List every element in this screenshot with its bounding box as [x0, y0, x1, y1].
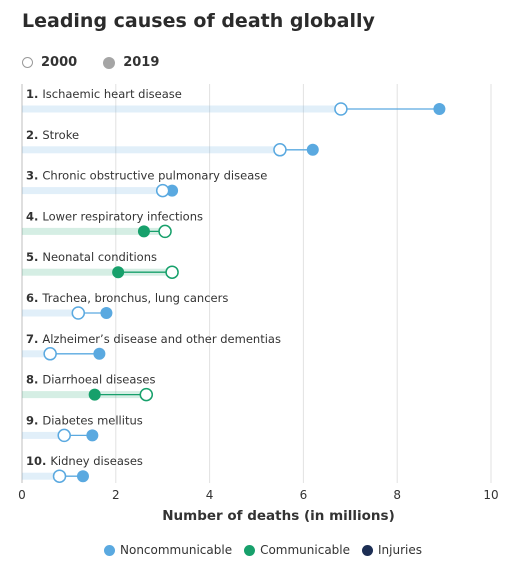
- baseline-band: [22, 227, 166, 235]
- point-2019: [100, 307, 113, 319]
- point-2000: [52, 469, 67, 483]
- year-legend: 2000 2019: [22, 55, 185, 70]
- baseline-band: [22, 431, 65, 439]
- point-2019: [93, 347, 106, 360]
- open-circle-icon: [22, 57, 33, 68]
- point-2019: [306, 143, 319, 156]
- category-legend: Noncommunicable Communicable Injuries: [104, 543, 434, 557]
- baseline-band: [22, 187, 163, 195]
- legend-item-communicable[interactable]: Communicable: [244, 543, 350, 557]
- point-2000: [158, 224, 172, 239]
- point-2019: [88, 388, 101, 401]
- point-2019: [166, 184, 179, 197]
- legend-label-injuries: Injuries: [378, 543, 423, 557]
- communicable-dot-icon: [244, 544, 256, 556]
- point-2019: [86, 429, 99, 442]
- point-2000: [165, 265, 179, 279]
- row-label: 4. Lower respiratory infections: [26, 209, 203, 223]
- legend-item-2019[interactable]: 2019: [103, 55, 159, 70]
- legend-label-communicable: Communicable: [260, 543, 351, 557]
- x-tick-label: 6: [300, 488, 308, 502]
- baseline-band: [22, 472, 60, 480]
- legend-item-noncommunicable[interactable]: Noncommunicable: [104, 543, 232, 557]
- point-2019: [112, 266, 125, 279]
- point-2019: [433, 103, 446, 115]
- point-2000: [43, 347, 57, 361]
- baseline-band: [22, 309, 79, 317]
- legend-label-2000: 2000: [41, 55, 78, 70]
- row-label: 1. Ischaemic heart disease: [26, 87, 182, 101]
- legend-label-noncommunicable: Noncommunicable: [120, 543, 233, 557]
- point-2000: [139, 387, 154, 402]
- baseline-band: [22, 268, 173, 276]
- x-tick-label: 4: [206, 488, 214, 502]
- noncommunicable-dot-icon: [104, 544, 115, 556]
- point-2019: [76, 470, 89, 483]
- point-2000: [57, 428, 71, 443]
- legend-item-injuries[interactable]: Injuries: [362, 543, 422, 557]
- row-label: 7. Alzheimer’s disease and other dementi…: [26, 332, 281, 346]
- row-label: 5. Neonatal conditions: [26, 250, 157, 264]
- dumbbell-chart: 0 2 4 6 8 10 Number of deaths (in millions) 1. …: [18, 84, 499, 524]
- row-label: 10. Kidney diseases: [26, 454, 143, 468]
- x-axis-label: Number of deaths (in millions): [162, 508, 395, 524]
- row-label: 3. Chronic obstructive pulmonary disease: [26, 169, 267, 183]
- row-label: 8. Diarrhoeal diseases: [26, 373, 156, 387]
- x-tick-label: 0: [18, 488, 26, 502]
- row-label: 6. Trachea, bronchus, lung cancers: [26, 291, 228, 305]
- point-2000: [155, 183, 170, 198]
- row-label: 2. Stroke: [26, 128, 79, 142]
- chart-title: Leading causes of death globally: [22, 10, 375, 32]
- injuries-dot-icon: [362, 544, 374, 556]
- point-2000: [273, 143, 287, 157]
- point-2000: [71, 306, 86, 320]
- x-tick-label: 10: [483, 488, 498, 502]
- point-2019: [137, 225, 150, 238]
- x-tick-label: 8: [393, 488, 401, 502]
- legend-label-2019: 2019: [123, 55, 160, 70]
- legend-item-2000[interactable]: 2000: [22, 55, 77, 70]
- x-tick-label: 2: [112, 488, 120, 502]
- row-label: 9. Diabetes mellitus: [26, 413, 143, 427]
- point-2000: [334, 102, 348, 116]
- baseline-band: [22, 350, 51, 358]
- baseline-band: [22, 105, 341, 113]
- baseline-band: [22, 146, 280, 154]
- filled-circle-icon: [103, 56, 116, 69]
- baseline-band: [22, 391, 147, 399]
